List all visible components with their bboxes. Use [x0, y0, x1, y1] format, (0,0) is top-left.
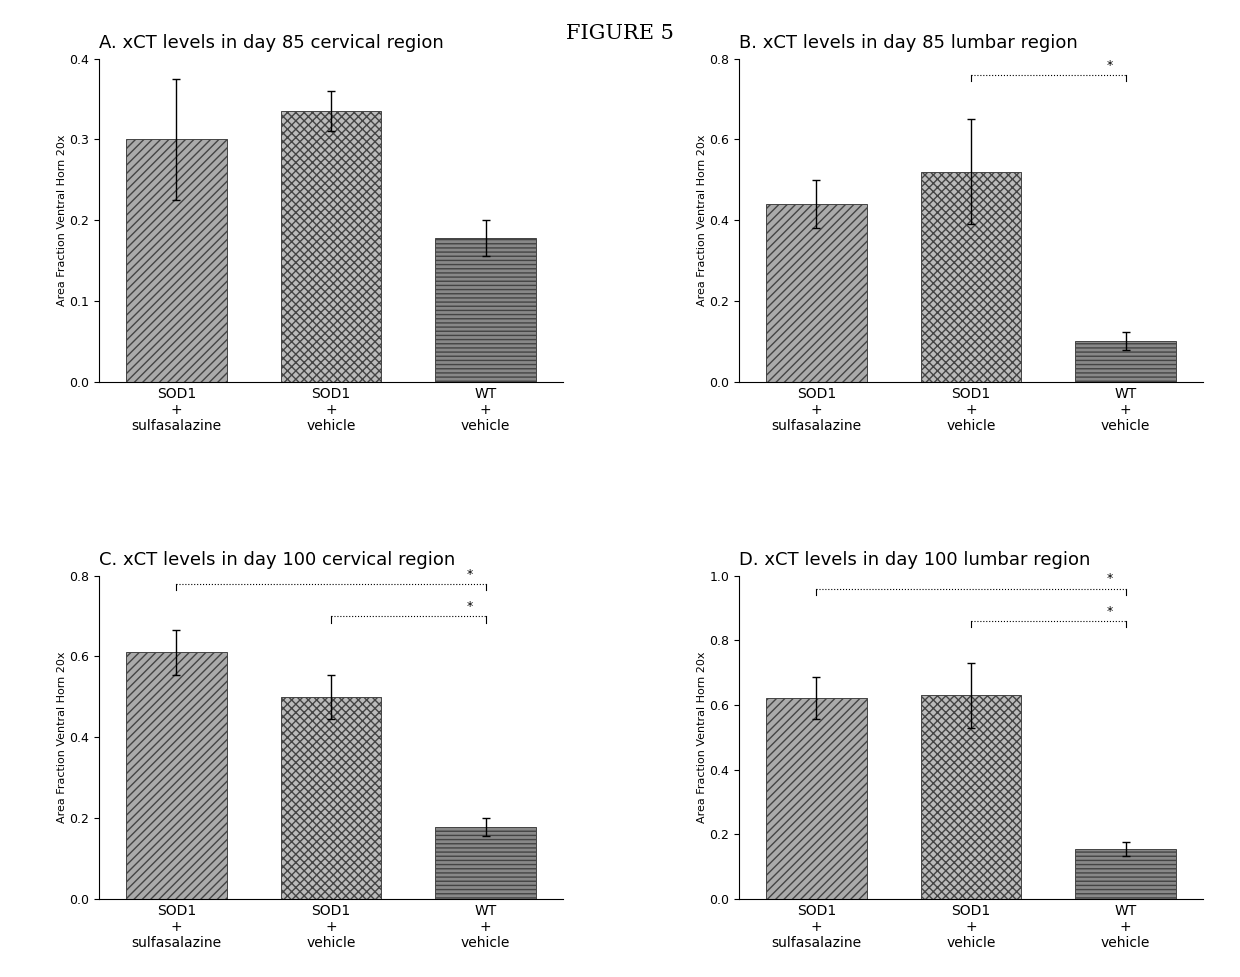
- Y-axis label: Area Fraction Ventral Horn 20x: Area Fraction Ventral Horn 20x: [57, 652, 67, 823]
- Bar: [1075, 341, 1176, 382]
- Text: B. xCT levels in day 85 lumbar region: B. xCT levels in day 85 lumbar region: [739, 33, 1078, 52]
- Bar: [126, 140, 227, 382]
- Bar: [766, 699, 867, 899]
- Y-axis label: Area Fraction Ventral Horn 20x: Area Fraction Ventral Horn 20x: [57, 135, 67, 306]
- Text: C. xCT levels in day 100 cervical region: C. xCT levels in day 100 cervical region: [99, 551, 455, 569]
- Text: FIGURE 5: FIGURE 5: [567, 24, 673, 43]
- Bar: [126, 653, 227, 899]
- Text: *: *: [1107, 605, 1114, 617]
- Bar: [435, 238, 536, 382]
- Text: *: *: [1107, 59, 1114, 71]
- Y-axis label: Area Fraction Ventral Horn 20x: Area Fraction Ventral Horn 20x: [697, 135, 707, 306]
- Text: *: *: [467, 600, 474, 613]
- Text: *: *: [467, 568, 474, 580]
- Bar: [766, 204, 867, 382]
- Text: D. xCT levels in day 100 lumbar region: D. xCT levels in day 100 lumbar region: [739, 551, 1090, 569]
- Bar: [280, 697, 381, 899]
- Y-axis label: Area Fraction Ventral Horn 20x: Area Fraction Ventral Horn 20x: [697, 652, 707, 823]
- Bar: [1075, 849, 1176, 899]
- Bar: [921, 696, 1022, 899]
- Bar: [280, 111, 381, 382]
- Text: A. xCT levels in day 85 cervical region: A. xCT levels in day 85 cervical region: [99, 33, 444, 52]
- Text: *: *: [1107, 573, 1114, 585]
- Bar: [435, 827, 536, 899]
- Bar: [921, 172, 1022, 382]
